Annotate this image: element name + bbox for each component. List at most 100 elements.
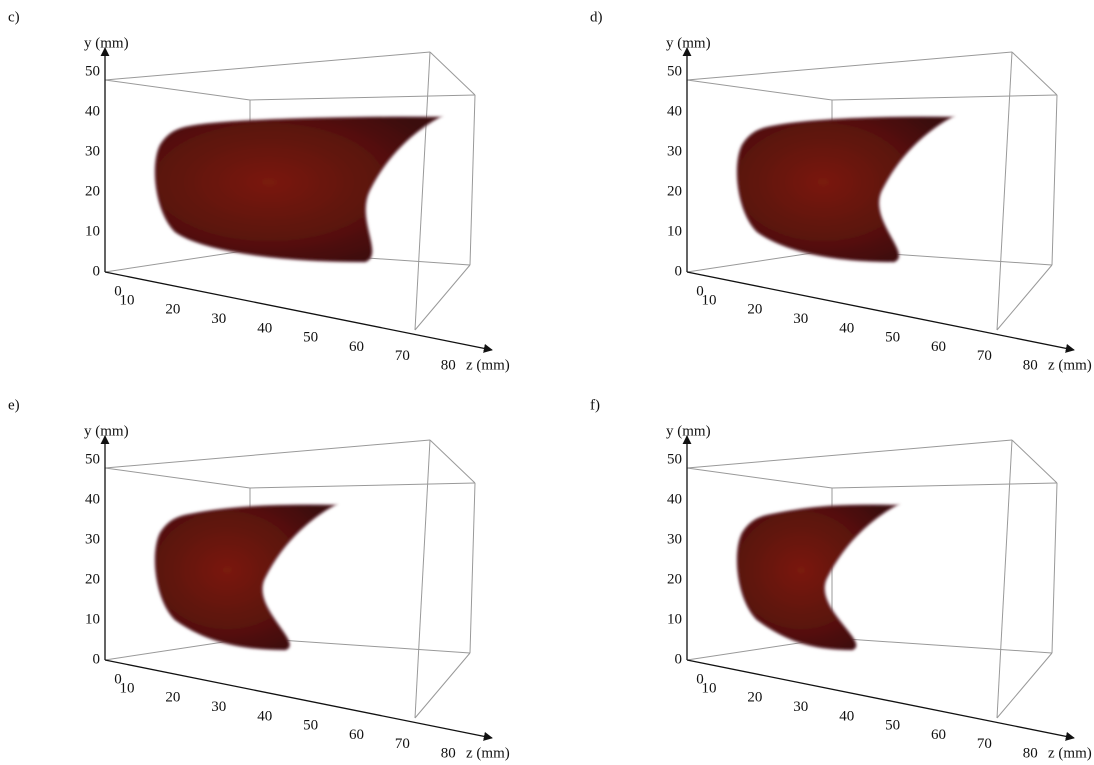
z-tick-label: 60 — [931, 339, 946, 355]
z-tick-label: 80 — [1023, 358, 1038, 374]
panel: c)y (mm)z (mm)50403020100010203040506070… — [8, 9, 510, 373]
z-axis-label: z (mm) — [466, 745, 510, 761]
y-tick-label: 30 — [85, 143, 100, 159]
z-tick-label: 20 — [747, 690, 762, 706]
tissue-volume — [736, 503, 901, 652]
box-edge — [996, 51, 1013, 331]
y-tick-label: 50 — [85, 63, 100, 79]
z-axis — [104, 271, 493, 353]
y-tick-label: 10 — [85, 611, 100, 627]
y-tick-label: 0 — [675, 651, 683, 667]
z-tick-label: 10 — [702, 292, 717, 308]
z-tick-label: 20 — [165, 302, 180, 318]
box-edge — [996, 439, 1013, 719]
y-tick-label: 0 — [93, 651, 101, 667]
z-axis — [104, 659, 493, 741]
z-tick-label: 50 — [885, 330, 900, 346]
z-tick-label: 60 — [349, 727, 364, 743]
z-tick-label: 0 — [696, 671, 704, 687]
y-tick-label: 0 — [93, 263, 101, 279]
box-edge — [996, 652, 1053, 719]
z-tick-label: 80 — [441, 746, 456, 762]
y-tick-label: 40 — [667, 491, 682, 507]
box-edge — [104, 249, 251, 273]
y-tick-label: 10 — [85, 223, 100, 239]
box-edge — [469, 482, 476, 654]
z-tick-label: 0 — [114, 671, 122, 687]
tissue-volume — [154, 503, 339, 652]
tissue-volume — [154, 115, 444, 264]
box-edge — [469, 94, 476, 266]
z-tick-label: 50 — [303, 330, 318, 346]
z-axis — [686, 271, 1075, 353]
z-axis-label: z (mm) — [1048, 745, 1092, 761]
z-tick-label: 80 — [1023, 746, 1038, 762]
z-tick-label: 0 — [696, 283, 704, 299]
box-edge — [104, 51, 431, 81]
box-edge — [686, 439, 1013, 469]
y-tick-label: 10 — [667, 611, 682, 627]
z-tick-label: 50 — [885, 718, 900, 734]
box-edge — [1011, 51, 1058, 96]
box-edge — [414, 264, 471, 331]
z-tick-label: 60 — [931, 727, 946, 743]
y-tick-label: 20 — [85, 183, 100, 199]
box-edge — [104, 467, 251, 489]
box-edge — [1051, 94, 1058, 266]
box-edge — [996, 264, 1053, 331]
box-edge — [249, 482, 476, 489]
z-tick-label: 40 — [257, 320, 272, 336]
y-tick-label: 30 — [667, 531, 682, 547]
panel: f)y (mm)z (mm)50403020100010203040506070… — [590, 397, 1092, 761]
z-axis-label: z (mm) — [1048, 357, 1092, 373]
y-axis-label: y (mm) — [666, 423, 711, 439]
z-tick-label: 40 — [257, 708, 272, 724]
box-edge — [429, 439, 476, 484]
z-tick-label: 30 — [793, 311, 808, 327]
z-tick-label: 10 — [120, 292, 135, 308]
z-tick-label: 80 — [441, 358, 456, 374]
y-axis-label: y (mm) — [666, 35, 711, 51]
z-tick-label: 30 — [793, 699, 808, 715]
box-edge — [414, 652, 471, 719]
z-tick-label: 40 — [839, 320, 854, 336]
y-tick-label: 30 — [667, 143, 682, 159]
y-tick-label: 20 — [667, 571, 682, 587]
box-edge — [686, 79, 833, 101]
panel: d)y (mm)z (mm)50403020100010203040506070… — [590, 9, 1092, 373]
z-axis — [686, 659, 1075, 741]
y-tick-label: 40 — [85, 103, 100, 119]
z-tick-label: 30 — [211, 699, 226, 715]
z-tick-label: 20 — [165, 690, 180, 706]
box-edge — [104, 439, 431, 469]
box-edge — [686, 51, 1013, 81]
box-edge — [831, 94, 1058, 101]
y-tick-label: 10 — [667, 223, 682, 239]
panel-label: d) — [590, 9, 603, 25]
box-edge — [414, 439, 431, 719]
panel: e)y (mm)z (mm)50403020100010203040506070… — [8, 397, 510, 761]
panel-label: f) — [590, 397, 600, 413]
box-edge — [831, 637, 1053, 654]
box-edge — [1051, 482, 1058, 654]
y-tick-label: 40 — [85, 491, 100, 507]
box-edge — [429, 51, 476, 96]
z-tick-label: 50 — [303, 718, 318, 734]
box-edge — [104, 79, 251, 101]
z-tick-label: 30 — [211, 311, 226, 327]
y-axis-label: y (mm) — [84, 423, 129, 439]
box-edge — [1011, 439, 1058, 484]
z-tick-label: 70 — [395, 348, 410, 364]
z-tick-label: 70 — [395, 736, 410, 752]
box-edge — [249, 94, 476, 101]
tissue-volume — [736, 115, 956, 264]
y-tick-label: 0 — [675, 263, 683, 279]
y-tick-label: 50 — [85, 451, 100, 467]
y-tick-label: 40 — [667, 103, 682, 119]
y-tick-label: 20 — [667, 183, 682, 199]
panel-label: e) — [8, 397, 20, 413]
z-tick-label: 10 — [702, 680, 717, 696]
y-axis-label: y (mm) — [84, 35, 129, 51]
panel-label: c) — [8, 9, 20, 25]
